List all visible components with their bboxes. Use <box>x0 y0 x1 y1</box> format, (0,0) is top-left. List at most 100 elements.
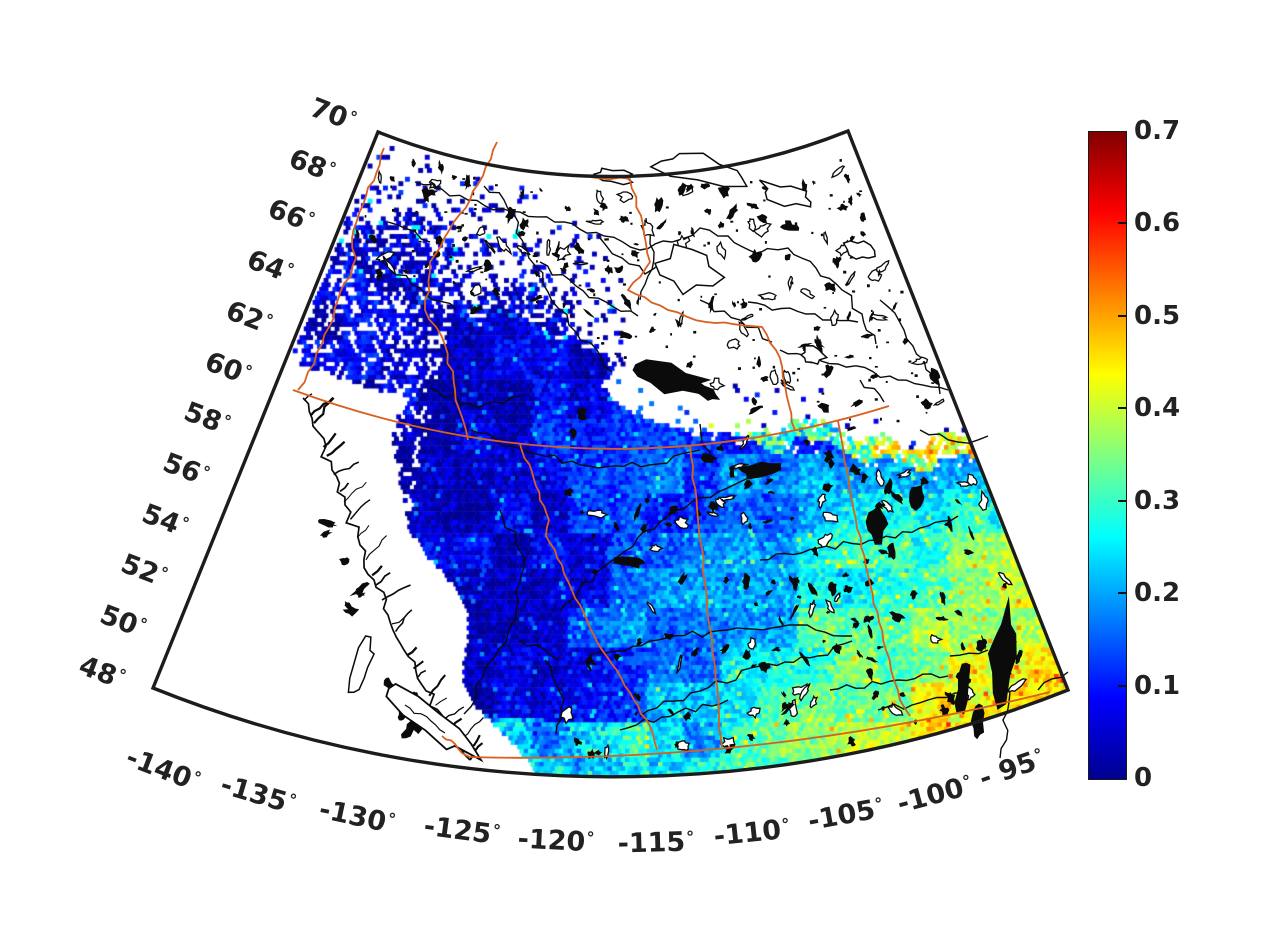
small-lake <box>368 234 377 244</box>
small-lake <box>677 182 687 196</box>
tiny-lake-dot <box>839 159 842 162</box>
small-lake <box>677 571 688 585</box>
small-lake <box>789 603 800 621</box>
small-lake <box>469 289 475 296</box>
small-lake <box>920 398 933 410</box>
small-lake <box>424 263 429 269</box>
small-lake <box>461 236 469 242</box>
small-lake <box>411 158 416 168</box>
river-contour <box>919 429 989 444</box>
small-lake <box>856 649 864 659</box>
tiny-lake-dot <box>743 317 747 320</box>
small-lake <box>573 737 583 747</box>
tiny-lake-dot <box>629 211 632 214</box>
small-lake <box>726 338 741 350</box>
small-lake <box>716 240 727 261</box>
fjord-stroke <box>381 584 411 601</box>
tiny-lake-dot <box>536 231 539 235</box>
tiny-lake-dot <box>714 293 717 296</box>
tiny-lake-dot <box>606 238 609 241</box>
small-lake <box>803 439 810 447</box>
small-lake <box>930 634 944 644</box>
coastal-island <box>342 604 360 617</box>
small-lake <box>796 595 802 599</box>
small-lake <box>850 399 863 408</box>
small-lake <box>640 523 648 534</box>
small-lake <box>997 571 1014 586</box>
small-lake <box>932 398 945 406</box>
tiny-lake-dot <box>457 230 460 233</box>
tiny-lake-dot <box>593 293 596 297</box>
tiny-lake-dot <box>759 308 763 311</box>
lon-tick-label: -110° <box>712 814 791 852</box>
small-lake <box>618 215 630 223</box>
river-contour <box>619 699 729 731</box>
small-lake <box>732 300 737 309</box>
river-contour <box>387 221 431 243</box>
small-lake <box>752 222 773 238</box>
small-lake <box>746 706 761 720</box>
lake-outline <box>799 345 829 366</box>
small-lake <box>822 639 827 644</box>
haida-gwaii <box>347 635 376 694</box>
river-contour <box>463 509 526 715</box>
small-lake <box>453 225 463 230</box>
small-lake <box>875 468 885 487</box>
small-lake <box>585 219 605 225</box>
tiny-lake-dot <box>522 211 526 213</box>
small-lake <box>615 191 634 204</box>
tiny-lake-dot <box>413 229 417 232</box>
tiny-lake-dot <box>707 241 710 245</box>
tiny-lake-dot <box>898 318 902 322</box>
small-lake <box>831 642 842 655</box>
small-lake <box>968 526 975 541</box>
tiny-lake-dot <box>530 191 533 193</box>
tiny-lake-dot <box>424 229 426 232</box>
small-lake <box>836 203 849 211</box>
small-lake <box>495 236 513 256</box>
tiny-lake-dot <box>474 208 477 211</box>
tiny-lake-dot <box>418 240 422 243</box>
tiny-lake-dot <box>693 330 697 334</box>
small-lake <box>708 295 715 314</box>
small-lake <box>653 312 657 316</box>
small-lake <box>742 572 751 590</box>
small-lake <box>582 308 594 318</box>
tiny-lake-dot <box>908 360 912 363</box>
small-lake <box>382 255 397 277</box>
small-lake <box>730 463 749 470</box>
tiny-lake-dot <box>576 300 579 304</box>
small-lake <box>389 176 396 182</box>
small-lake <box>589 659 597 666</box>
small-lake <box>830 165 846 179</box>
small-lake <box>644 497 650 504</box>
tiny-lake-dot <box>413 275 416 278</box>
small-lake <box>899 692 906 697</box>
small-lake <box>678 310 684 328</box>
provincial-boundaries <box>292 141 1051 759</box>
small-lake <box>633 693 642 702</box>
tiny-lake-dot <box>429 191 432 195</box>
tiny-lake-dot <box>596 337 600 340</box>
tiny-lake-dot <box>761 296 764 300</box>
river-contour <box>879 299 941 395</box>
small-lake <box>577 408 588 421</box>
small-lake <box>881 706 886 711</box>
tiny-lake-dot <box>754 357 756 360</box>
small-lake <box>604 264 613 275</box>
small-lake <box>869 313 889 321</box>
small-lake <box>844 426 857 432</box>
small-lake <box>1007 678 1028 693</box>
small-lake <box>717 185 730 199</box>
coastal-island <box>339 557 350 566</box>
small-lake <box>519 217 529 231</box>
small-lake <box>850 617 859 623</box>
tiny-lake-dot <box>843 270 847 274</box>
tiny-lake-dot <box>896 419 900 423</box>
small-lake <box>751 397 758 406</box>
small-lake <box>910 356 929 366</box>
small-lake <box>829 308 839 326</box>
river-contour <box>539 261 639 317</box>
fjord-stroke <box>303 393 313 401</box>
small-lake <box>760 376 769 382</box>
